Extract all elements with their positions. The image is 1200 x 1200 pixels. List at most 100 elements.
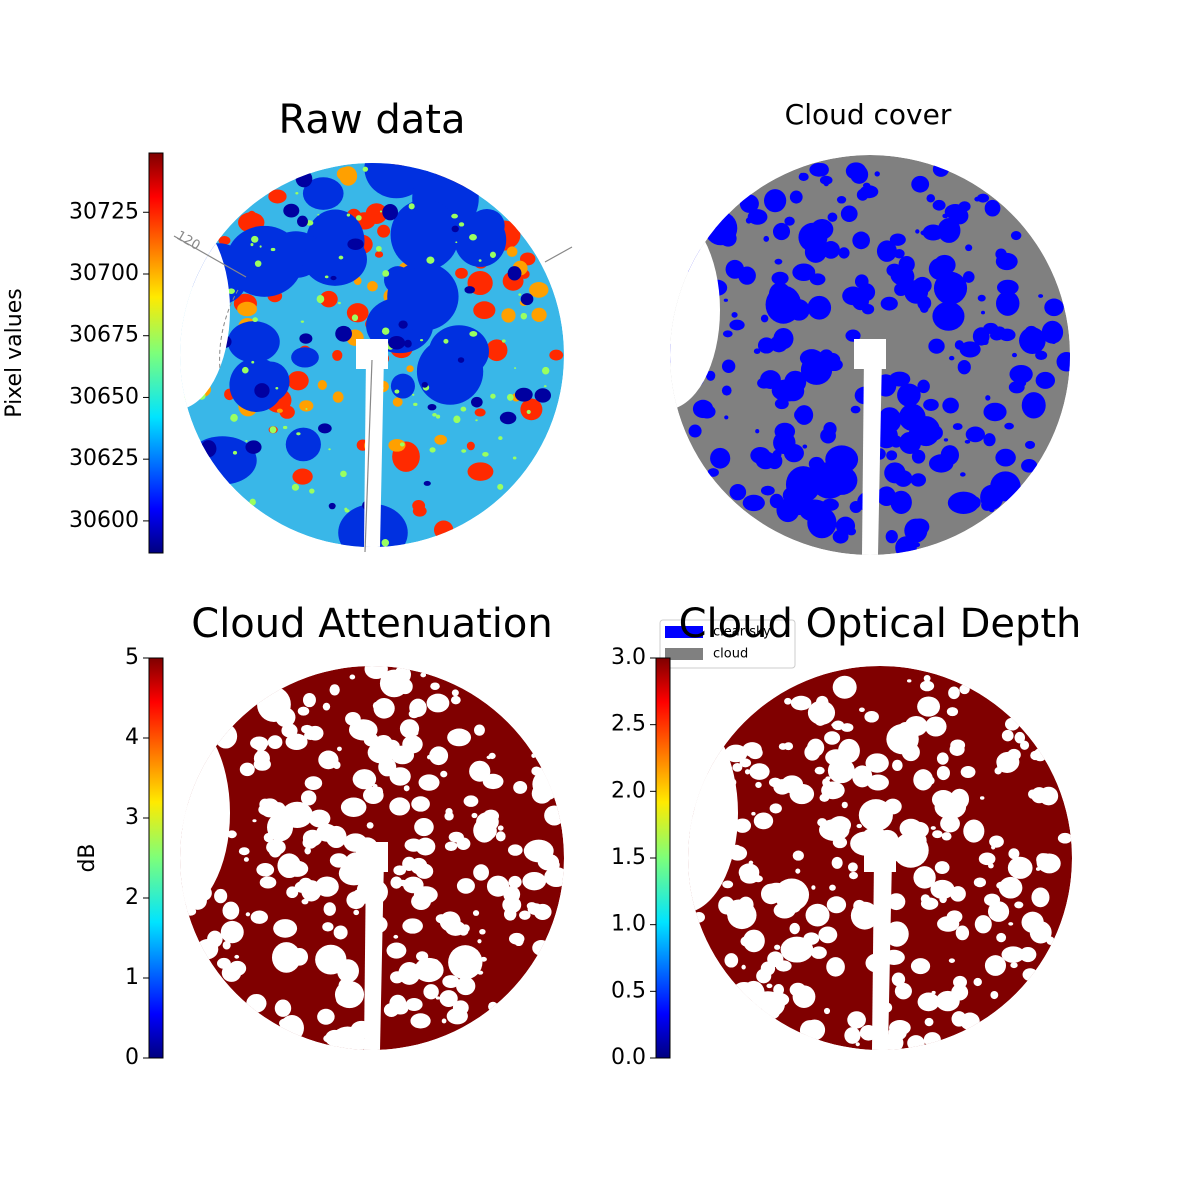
sky-feature — [895, 536, 917, 555]
sky-feature — [243, 857, 249, 862]
sky-feature — [447, 728, 472, 747]
sky-feature — [543, 385, 547, 388]
sky-feature — [1008, 381, 1025, 394]
sky-feature — [766, 983, 773, 989]
sky-feature — [1029, 921, 1052, 944]
sky-feature — [845, 162, 867, 180]
sky-feature — [245, 912, 251, 917]
sky-feature — [980, 310, 985, 315]
sky-feature — [726, 899, 752, 923]
sky-feature — [353, 909, 360, 916]
sky-feature — [497, 825, 504, 831]
sky-feature — [541, 366, 550, 375]
sky-feature — [477, 939, 482, 944]
sky-feature — [531, 307, 547, 322]
sky-feature — [941, 832, 952, 841]
sky-feature — [188, 436, 257, 485]
sky-feature — [295, 170, 313, 188]
sky-feature — [729, 319, 745, 331]
sky-feature — [849, 871, 859, 880]
sky-feature — [455, 267, 468, 279]
sky-feature — [753, 348, 761, 354]
sky-feature — [329, 684, 340, 696]
sky-feature — [251, 360, 255, 364]
sky-feature — [936, 765, 950, 781]
sky-feature — [973, 977, 982, 987]
sky-feature — [348, 719, 378, 741]
sky-feature — [488, 1001, 498, 1012]
camera-mask — [854, 339, 886, 369]
sky-feature — [1030, 750, 1041, 761]
guide-line — [544, 246, 573, 263]
sky-feature — [408, 203, 415, 210]
sky-feature — [281, 723, 298, 738]
sky-feature — [409, 698, 427, 717]
sky-feature — [336, 166, 355, 181]
sky-feature — [859, 185, 879, 199]
sky-feature — [458, 926, 469, 936]
sky-feature — [1014, 731, 1026, 744]
sky-feature — [433, 520, 454, 540]
sky-feature — [337, 746, 342, 752]
sky-feature — [232, 450, 238, 455]
sky-feature — [229, 357, 284, 412]
sky-feature — [245, 440, 262, 454]
sky-feature — [826, 957, 845, 977]
horizon-mask — [688, 713, 738, 913]
sky-feature — [948, 958, 955, 963]
tick-label: 5 — [125, 645, 139, 670]
sky-feature — [865, 753, 889, 773]
sky-feature — [259, 876, 277, 889]
sky-image — [180, 666, 564, 1050]
sky-feature — [474, 408, 486, 417]
sky-feature — [475, 419, 478, 422]
sky-feature — [722, 880, 734, 889]
sky-feature — [910, 473, 927, 487]
sky-feature — [254, 383, 270, 398]
sky-feature — [434, 434, 448, 445]
sky-feature — [751, 811, 756, 816]
sky-feature — [456, 976, 476, 996]
tick-label: 0 — [125, 1045, 139, 1070]
sky-feature — [771, 271, 789, 285]
sky-feature — [913, 866, 936, 889]
sky-feature — [279, 405, 295, 419]
sky-feature — [544, 867, 564, 887]
sky-feature — [804, 744, 821, 761]
sky-feature — [315, 944, 347, 975]
sky-feature — [250, 243, 254, 247]
tick-label: 30650 — [69, 384, 139, 409]
sky-feature — [333, 925, 348, 940]
sky-feature — [362, 166, 369, 172]
sky-feature — [773, 984, 785, 996]
sky-feature — [410, 857, 428, 875]
sky-feature — [773, 431, 796, 455]
sky-feature — [789, 190, 803, 204]
sky-feature — [347, 238, 364, 250]
sky-feature — [995, 448, 1016, 467]
sky-feature — [850, 405, 861, 414]
sky-feature — [304, 730, 318, 740]
sky-feature — [792, 263, 816, 282]
sky-feature — [924, 1017, 934, 1027]
sky-feature — [858, 799, 893, 832]
sky-feature — [812, 469, 847, 499]
sky-feature — [845, 329, 861, 342]
sky-feature — [904, 280, 929, 304]
sky-feature — [214, 888, 228, 904]
sky-feature — [414, 957, 444, 983]
sky-feature — [1011, 352, 1017, 358]
sky-feature — [985, 395, 991, 401]
sky-feature — [704, 211, 738, 246]
sky-feature — [497, 483, 504, 490]
sky-feature — [506, 246, 518, 257]
sky-feature — [412, 393, 415, 396]
sky-feature — [856, 823, 863, 829]
sky-feature — [1008, 848, 1020, 860]
sky-feature — [534, 388, 552, 403]
sky-feature — [393, 865, 407, 876]
sky-feature — [769, 803, 782, 814]
sky-feature — [520, 398, 543, 421]
sky-image — [688, 666, 1072, 1050]
sky-feature — [381, 327, 390, 335]
